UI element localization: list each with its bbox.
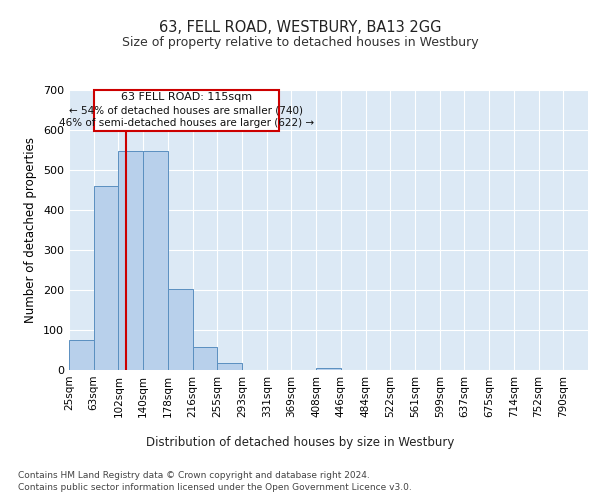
Text: Size of property relative to detached houses in Westbury: Size of property relative to detached ho… bbox=[122, 36, 478, 49]
Bar bbox=[217, 363, 242, 370]
Text: 63, FELL ROAD, WESTBURY, BA13 2GG: 63, FELL ROAD, WESTBURY, BA13 2GG bbox=[159, 20, 441, 35]
Bar bbox=[316, 368, 341, 370]
Bar bbox=[118, 151, 143, 370]
Text: 46% of semi-detached houses are larger (622) →: 46% of semi-detached houses are larger (… bbox=[59, 118, 314, 128]
Text: 63 FELL ROAD: 115sqm: 63 FELL ROAD: 115sqm bbox=[121, 92, 252, 102]
Bar bbox=[143, 151, 168, 370]
Text: Distribution of detached houses by size in Westbury: Distribution of detached houses by size … bbox=[146, 436, 454, 449]
Bar bbox=[168, 289, 193, 370]
FancyBboxPatch shape bbox=[94, 90, 279, 131]
Text: Contains HM Land Registry data © Crown copyright and database right 2024.: Contains HM Land Registry data © Crown c… bbox=[18, 472, 370, 480]
Y-axis label: Number of detached properties: Number of detached properties bbox=[25, 137, 37, 323]
Bar bbox=[69, 340, 94, 370]
Bar bbox=[94, 186, 118, 370]
Bar bbox=[193, 347, 217, 370]
Text: Contains public sector information licensed under the Open Government Licence v3: Contains public sector information licen… bbox=[18, 482, 412, 492]
Text: ← 54% of detached houses are smaller (740): ← 54% of detached houses are smaller (74… bbox=[70, 106, 304, 116]
